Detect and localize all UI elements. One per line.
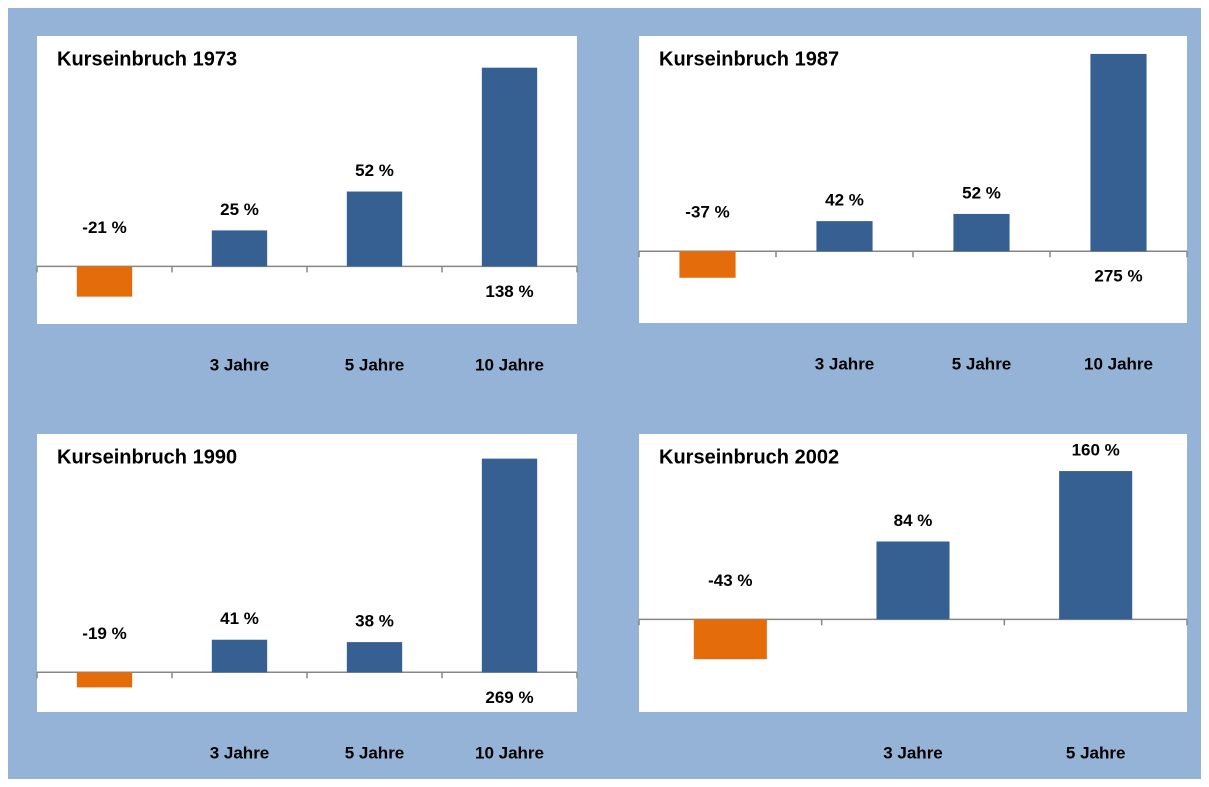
value-label: 275 % [1094,267,1142,286]
x-tick-label: 5 Jahre [345,355,405,374]
bar [1090,53,1147,252]
value-label: -21 % [82,218,126,237]
value-label: 84 % [894,511,933,530]
bar [211,230,268,267]
value-label: 160 % [1072,441,1120,460]
bar [346,642,403,673]
value-label: 138 % [485,282,533,301]
bar [211,639,268,673]
x-tick-label: 3 Jahre [815,354,875,373]
bar [1059,471,1133,620]
x-tick-label: 10 Jahre [475,355,544,374]
bar [816,221,873,252]
x-tick-label: 5 Jahre [1066,743,1126,762]
bar [346,191,403,267]
x-tick-label: 10 Jahre [475,743,544,762]
bar [679,251,736,278]
x-tick-label: 3 Jahre [210,355,270,374]
chart-title: Kurseinbruch 1987 [659,48,839,70]
x-tick-label: 10 Jahre [1084,354,1153,373]
value-label: 25 % [220,200,259,219]
value-label: -37 % [685,203,729,222]
value-label: -43 % [708,571,752,590]
bar [953,213,1010,252]
bar [876,541,950,620]
value-label: 52 % [355,161,394,180]
chart-title: Kurseinbruch 1973 [57,48,237,70]
value-label: -19 % [82,624,126,643]
value-label: 52 % [962,183,1001,202]
value-label: 41 % [220,609,259,628]
bar [693,619,767,660]
value-label: 38 % [355,612,394,631]
bar [76,672,133,688]
x-tick-label: 3 Jahre [210,743,270,762]
bar [481,458,538,673]
x-tick-label: 5 Jahre [345,743,405,762]
bar [481,67,538,267]
value-label: 269 % [485,688,533,707]
chart-title: Kurseinbruch 2002 [659,446,839,468]
x-tick-label: 3 Jahre [883,743,943,762]
chart-title: Kurseinbruch 1990 [57,446,237,468]
value-label: 42 % [825,191,864,210]
x-tick-label: 5 Jahre [952,354,1012,373]
bar [76,266,133,297]
